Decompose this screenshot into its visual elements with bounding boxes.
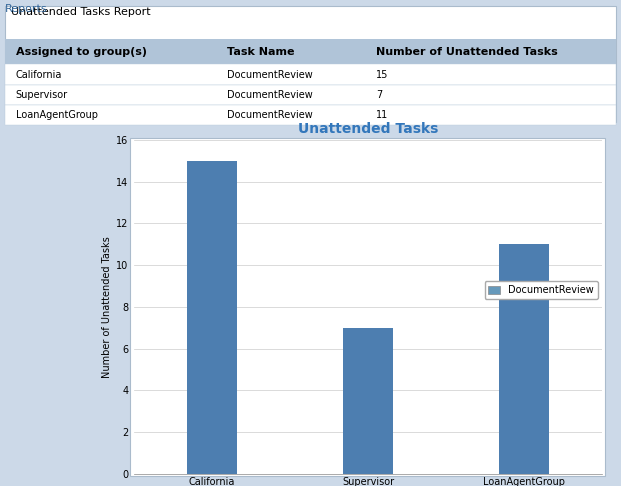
Bar — [5, 39, 616, 64]
Bar — [5, 105, 616, 125]
Text: DocumentReview: DocumentReview — [227, 69, 312, 80]
Title: Unattended Tasks: Unattended Tasks — [297, 122, 438, 136]
Text: 7: 7 — [376, 90, 382, 100]
Bar — [5, 64, 616, 85]
Text: Supervisor: Supervisor — [16, 90, 68, 100]
Text: 15: 15 — [376, 69, 388, 80]
Bar — [343, 328, 393, 474]
Text: DocumentReview: DocumentReview — [227, 110, 312, 120]
Y-axis label: Number of Unattended Tasks: Number of Unattended Tasks — [102, 236, 112, 378]
Text: Reports: Reports — [5, 4, 48, 14]
Bar — [5, 85, 616, 105]
Text: Unattended Tasks Report: Unattended Tasks Report — [11, 7, 151, 17]
Text: DocumentReview: DocumentReview — [227, 90, 312, 100]
Text: 11: 11 — [376, 110, 388, 120]
Bar — [187, 161, 237, 474]
Text: Assigned to group(s): Assigned to group(s) — [16, 47, 147, 57]
Text: LoanAgentGroup: LoanAgentGroup — [16, 110, 97, 120]
Text: California: California — [16, 69, 62, 80]
Legend: DocumentReview: DocumentReview — [484, 281, 597, 299]
Bar — [499, 244, 549, 474]
Text: Number of Unattended Tasks: Number of Unattended Tasks — [376, 47, 558, 57]
Text: Task Name: Task Name — [227, 47, 294, 57]
Bar — [5, 6, 616, 122]
